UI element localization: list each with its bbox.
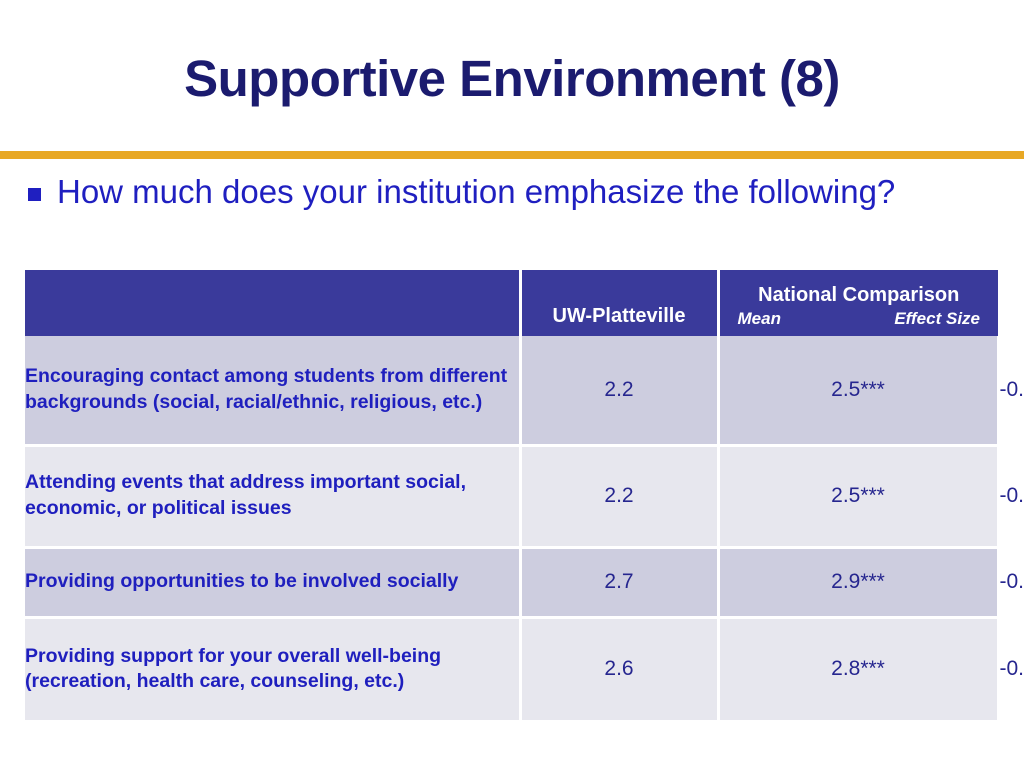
bullet-list: How much does your institution emphasize… — [28, 172, 988, 213]
results-table: UW-Platteville National Comparison Mean … — [25, 270, 1024, 720]
row-label: Providing support for your overall well-… — [25, 617, 522, 720]
column-header-mean: Mean — [737, 309, 781, 329]
national-comparison-subheaders: Mean Effect Size — [720, 309, 999, 329]
row-value-national-mean: 2.8*** — [718, 617, 1000, 720]
table-body: Encouraging contact among students from … — [25, 336, 1024, 720]
row-label: Encouraging contact among students from … — [25, 336, 522, 447]
row-label: Attending events that address important … — [25, 445, 522, 549]
row-value-uw-platteville: 2.2 — [520, 445, 720, 549]
column-header-effect-size: Effect Size — [894, 309, 980, 329]
row-value-national-mean: 2.9*** — [718, 547, 1000, 619]
table-row: Encouraging contact among students from … — [25, 336, 1024, 447]
table-header-row: UW-Platteville National Comparison Mean … — [25, 270, 998, 336]
column-header-uw-platteville: UW-Platteville — [520, 270, 720, 336]
row-value-national-mean: 2.5*** — [718, 336, 1000, 447]
table-head: UW-Platteville National Comparison Mean … — [25, 270, 998, 336]
table-row: Providing opportunities to be involved s… — [25, 547, 1024, 619]
row-value-uw-platteville: 2.2 — [520, 336, 720, 447]
row-value-uw-platteville: 2.7 — [520, 547, 720, 619]
bullet-item-label: How much does your institution emphasize… — [57, 173, 896, 210]
title-divider-rule — [0, 151, 1024, 159]
national-comparison-title: National Comparison — [758, 284, 960, 307]
page-title: Supportive Environment (8) — [184, 50, 840, 107]
square-bullet-icon — [28, 188, 41, 201]
row-value-national-mean: 2.5*** — [718, 445, 1000, 549]
table-row: Providing support for your overall well-… — [25, 617, 1024, 720]
row-label: Providing opportunities to be involved s… — [25, 547, 522, 619]
column-header-national-comparison: National Comparison Mean Effect Size — [718, 270, 998, 336]
row-value-uw-platteville: 2.6 — [520, 617, 720, 720]
column-header-item — [25, 270, 522, 336]
table-row: Attending events that address important … — [25, 445, 1024, 549]
